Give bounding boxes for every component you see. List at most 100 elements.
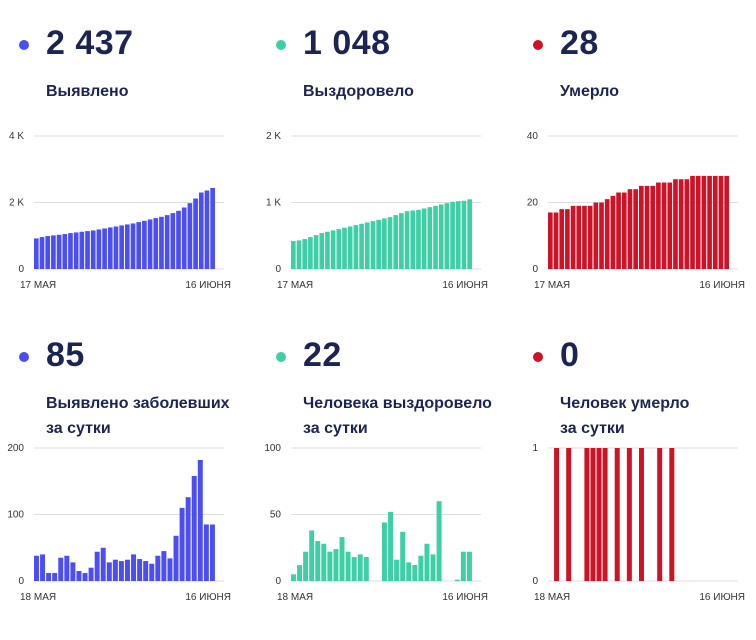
bar bbox=[712, 175, 718, 269]
bar bbox=[336, 229, 342, 269]
bar bbox=[155, 555, 161, 581]
bar bbox=[450, 201, 455, 269]
bar bbox=[627, 189, 633, 269]
bar bbox=[460, 551, 466, 581]
bar bbox=[136, 222, 142, 269]
bar-chart: 0 1 K 2 K 17 МАЯ 16 ИЮНЯ bbox=[266, 131, 488, 291]
bar bbox=[70, 562, 76, 581]
bar bbox=[400, 531, 406, 581]
bar bbox=[701, 175, 707, 269]
stat-panel: 22 Человека выздоровело за сутки 0 50 100 18 … bbox=[257, 312, 497, 630]
bar bbox=[633, 189, 638, 269]
stat-value: 85 bbox=[46, 336, 85, 374]
bar bbox=[351, 557, 357, 581]
bar bbox=[353, 225, 359, 269]
bar bbox=[52, 573, 58, 581]
legend-dot bbox=[19, 40, 29, 50]
bar bbox=[176, 210, 181, 269]
stat-label: Выявлено заболевших за сутки bbox=[46, 395, 230, 437]
bar bbox=[553, 212, 559, 269]
y-tick-label: 20 bbox=[527, 198, 539, 209]
y-tick-label: 0 bbox=[275, 264, 281, 275]
bar bbox=[669, 448, 675, 581]
bar bbox=[82, 573, 88, 581]
bar bbox=[554, 448, 560, 581]
bar bbox=[593, 202, 599, 269]
bar bbox=[291, 574, 296, 581]
bar bbox=[58, 557, 64, 581]
bar bbox=[34, 555, 39, 581]
bar bbox=[604, 199, 610, 269]
bar bbox=[137, 559, 143, 581]
stat-label: Выздоровело bbox=[303, 83, 414, 100]
bar bbox=[410, 210, 416, 269]
bar bbox=[173, 535, 179, 581]
bar bbox=[131, 554, 137, 581]
bar bbox=[599, 202, 604, 269]
bar bbox=[695, 175, 701, 269]
bar bbox=[387, 217, 393, 269]
bar bbox=[436, 501, 442, 581]
stat-panel: 1 048 Выздоровело 0 1 K 2 K 17 МАЯ 16 ИЮНЯ bbox=[257, 0, 497, 318]
bar bbox=[582, 205, 587, 269]
bar bbox=[191, 475, 197, 581]
bar bbox=[179, 507, 185, 581]
bar bbox=[565, 209, 570, 269]
bar bbox=[590, 448, 596, 581]
bar bbox=[102, 228, 107, 269]
bar bbox=[161, 551, 167, 581]
bar bbox=[467, 199, 472, 269]
x-tick-label-start: 18 МАЯ bbox=[534, 592, 570, 603]
bar bbox=[626, 448, 632, 581]
bar bbox=[330, 230, 336, 269]
bar bbox=[34, 238, 39, 269]
bar bbox=[602, 448, 608, 581]
stat-value: 0 bbox=[560, 336, 580, 374]
bar bbox=[73, 232, 79, 269]
bar bbox=[302, 239, 308, 269]
bar bbox=[566, 448, 572, 581]
bar bbox=[357, 554, 363, 581]
bar bbox=[650, 185, 656, 269]
bar bbox=[321, 543, 327, 581]
bar bbox=[39, 237, 45, 269]
bar bbox=[370, 221, 376, 269]
x-tick-label-end: 16 ИЮНЯ bbox=[442, 592, 488, 603]
bar bbox=[142, 220, 147, 269]
bar bbox=[548, 212, 553, 269]
bar bbox=[382, 218, 387, 269]
bar bbox=[193, 198, 198, 269]
bar-chart: 0 50 100 18 МАЯ 16 ИЮНЯ bbox=[264, 443, 488, 603]
bar bbox=[198, 192, 204, 269]
legend-dot bbox=[19, 352, 29, 362]
bar bbox=[112, 559, 118, 581]
bar bbox=[657, 448, 663, 581]
bar bbox=[187, 203, 193, 269]
bar bbox=[303, 551, 309, 581]
x-tick-label-start: 17 МАЯ bbox=[277, 280, 313, 291]
y-tick-label: 2 K bbox=[9, 198, 24, 209]
bar bbox=[559, 209, 565, 269]
bar bbox=[345, 551, 351, 581]
bar bbox=[325, 231, 330, 269]
y-tick-label: 100 bbox=[7, 510, 24, 521]
x-tick-label-start: 17 МАЯ bbox=[534, 280, 570, 291]
stat-panel: 2 437 Выявлено 0 2 K 4 K 17 МАЯ 16 ИЮНЯ bbox=[0, 0, 240, 318]
bar bbox=[46, 573, 52, 581]
bar bbox=[718, 175, 724, 269]
y-tick-label: 200 bbox=[7, 443, 24, 454]
x-tick-label-start: 18 МАЯ bbox=[20, 592, 56, 603]
bar bbox=[656, 182, 661, 269]
legend-dot bbox=[533, 352, 543, 362]
y-tick-label: 100 bbox=[264, 443, 281, 454]
x-tick-label-start: 17 МАЯ bbox=[20, 280, 56, 291]
bar bbox=[181, 207, 187, 269]
bar bbox=[94, 551, 100, 581]
bar bbox=[118, 561, 124, 581]
bar bbox=[430, 554, 436, 581]
bar bbox=[427, 207, 433, 269]
bar bbox=[342, 227, 347, 269]
x-tick-label-end: 16 ИЮНЯ bbox=[699, 280, 745, 291]
stat-label: Человека выздоровело за сутки bbox=[303, 395, 492, 437]
y-tick-label: 50 bbox=[270, 510, 282, 521]
